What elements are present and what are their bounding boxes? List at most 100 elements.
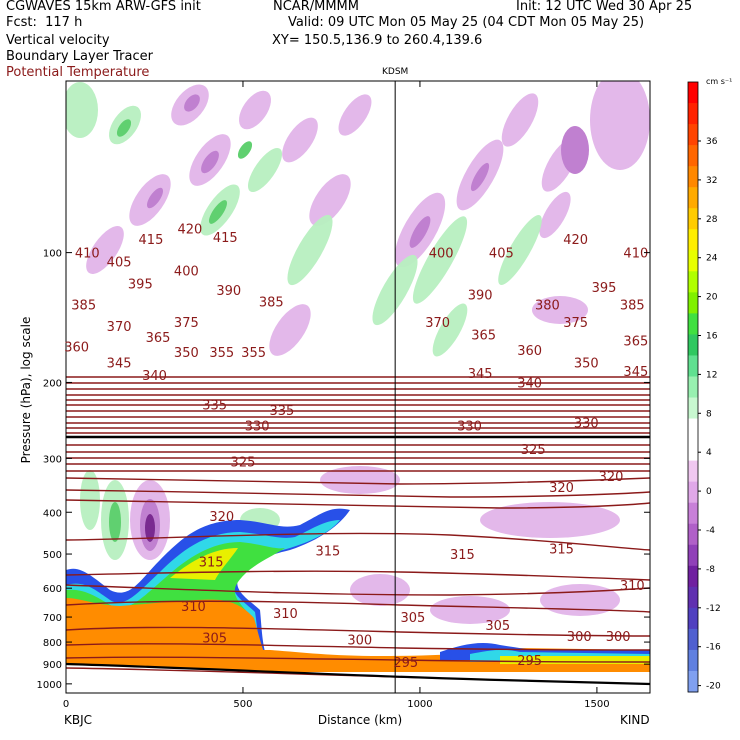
theta-label: 360	[64, 340, 89, 355]
theta-label: 380	[535, 299, 560, 314]
colorbar-swatch	[688, 460, 698, 483]
theta-label: 415	[139, 233, 164, 248]
theta-label: 410	[623, 247, 648, 262]
y-tick-label: 600	[43, 584, 62, 595]
colorbar-swatch	[688, 481, 698, 504]
theta-label: 300	[567, 630, 592, 645]
y-axis-label: Pressure (hPa), log scale	[19, 317, 33, 464]
header-xy: XY= 150.5,136.9 to 260.4,139.6	[272, 33, 483, 48]
colorbar-swatch	[688, 229, 698, 251]
theta-label: 370	[107, 320, 132, 335]
theta-label: 420	[563, 233, 588, 248]
theta-label: 335	[269, 404, 294, 419]
header-field-vertical-velocity: Vertical velocity	[6, 33, 110, 48]
theta-label: 390	[216, 284, 241, 299]
header-field-tracer: Boundary Layer Tracer	[6, 49, 153, 64]
x-tick-label: 1000	[407, 699, 432, 710]
theta-label: 350	[174, 346, 199, 361]
y-axis-ticks: 100 200 300 400 500 600 700 800 900 1000	[37, 249, 650, 691]
x-axis-ticks: 0 500 1000 1500	[63, 81, 610, 710]
colorbar-label: 32	[706, 176, 717, 186]
theta-label: 365	[146, 331, 171, 346]
header-org: NCAR/MMMM	[273, 0, 359, 14]
theta-label: 295	[393, 656, 418, 671]
colorbar-swatch	[688, 544, 698, 567]
colorbar-swatch	[688, 166, 698, 188]
colorbar-label: 28	[706, 215, 718, 225]
theta-label: 305	[202, 631, 227, 646]
colorbar-unit: cm s⁻¹	[706, 77, 732, 86]
colorbar-swatch	[688, 502, 698, 525]
marker-station-label: KDSM	[382, 67, 408, 77]
theta-label: 320	[209, 510, 234, 525]
colorbar-swatch	[688, 418, 698, 441]
y-tick-label: 500	[43, 550, 62, 561]
colorbar-swatch	[688, 670, 698, 693]
colorbar-swatch	[688, 313, 698, 335]
colorbar: 36 32 28 24 20 16 12 8 4 0 -4 -8 -12 -16 -20	[687, 81, 721, 693]
theta-label: 310	[273, 607, 298, 622]
theta-label: 360	[517, 344, 542, 359]
left-station-label: KBJC	[64, 713, 92, 727]
theta-label: 410	[75, 247, 100, 262]
header-fcst: Fcst: 117 h	[6, 15, 83, 30]
theta-label: 325	[521, 443, 546, 458]
theta-label: 365	[623, 335, 648, 350]
theta-label: 340	[517, 376, 542, 391]
theta-label: 345	[107, 357, 132, 372]
theta-label: 350	[574, 357, 599, 372]
colorbar-label: -8	[706, 565, 715, 575]
colorbar-swatch	[688, 565, 698, 588]
colorbar-swatch	[688, 250, 698, 272]
theta-label: 395	[128, 278, 153, 293]
theta-label: 355	[209, 346, 234, 361]
x-tick-label: 500	[233, 699, 252, 710]
theta-label: 375	[174, 316, 199, 331]
colorbar-swatch	[688, 292, 698, 314]
colorbar-label: 20	[706, 293, 718, 303]
y-tick-label: 100	[43, 249, 62, 260]
theta-label: 400	[429, 247, 454, 262]
y-tick-label: 800	[43, 638, 62, 649]
colorbar-label: -20	[706, 682, 721, 692]
x-axis-label: Distance (km)	[318, 713, 402, 727]
colorbar-swatch	[688, 649, 698, 672]
colorbar-label: 4	[706, 448, 712, 458]
theta-label: 395	[592, 281, 617, 296]
theta-label: 325	[231, 455, 256, 470]
y-tick-label: 900	[43, 660, 62, 671]
colorbar-swatch	[688, 376, 698, 399]
theta-label: 420	[177, 223, 202, 238]
colorbar-frame	[687, 81, 699, 693]
theta-label: 320	[549, 481, 574, 496]
colorbar-label: 0	[706, 487, 712, 497]
theta-label: 330	[457, 420, 482, 435]
y-tick-label: 300	[43, 454, 62, 465]
x-tick-label: 1500	[584, 699, 609, 710]
colorbar-label: -16	[706, 643, 721, 653]
right-station-label: KIND	[620, 713, 650, 727]
colorbar-swatch	[688, 124, 698, 146]
colorbar-label: 8	[706, 409, 712, 419]
theta-label: 315	[549, 542, 574, 557]
colorbar-swatch	[688, 523, 698, 546]
theta-label: 340	[142, 369, 167, 384]
header-field-theta: Potential Temperature	[6, 65, 150, 80]
colorbar-label: -4	[706, 526, 715, 536]
theta-label: 330	[574, 417, 599, 432]
colorbar-swatch	[688, 628, 698, 651]
theta-label: 370	[425, 316, 450, 331]
theta-label: 355	[241, 346, 266, 361]
theta-label: 385	[259, 296, 284, 311]
colorbar-label: 24	[706, 254, 718, 264]
theta-label: 400	[174, 264, 199, 279]
theta-label: 405	[107, 256, 132, 271]
colorbar-swatch	[688, 355, 698, 377]
colorbar-label: 16	[706, 332, 718, 342]
theta-label: 300	[347, 634, 372, 649]
y-tick-label: 200	[43, 378, 62, 389]
y-tick-label: 1000	[37, 680, 62, 691]
theta-label: 310	[181, 600, 206, 615]
theta-label: 385	[71, 299, 96, 314]
